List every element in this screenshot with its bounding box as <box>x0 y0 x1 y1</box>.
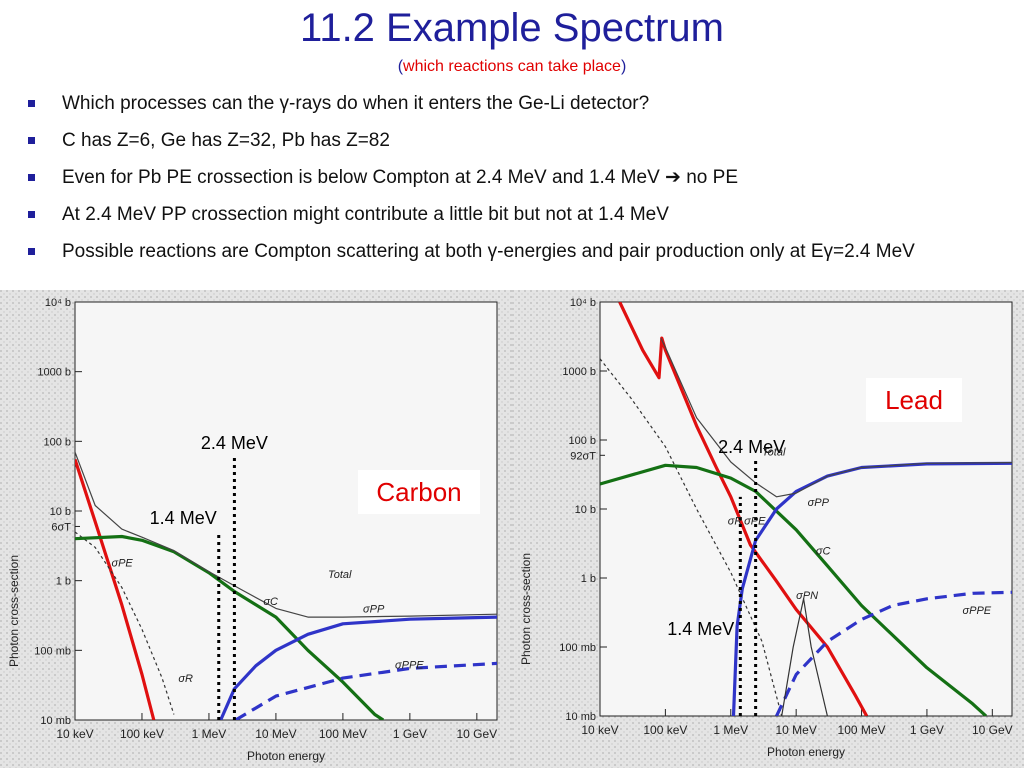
x-tick-label: 10 GeV <box>972 723 1013 737</box>
bullet-text: At 2.4 MeV PP crossection might contribu… <box>62 204 669 225</box>
curve-annotation: σPN <box>796 590 818 602</box>
curve-annotation: σPP <box>363 603 385 615</box>
y-tick-label: 10 mb <box>565 711 596 723</box>
x-axis-label: Photon energy <box>247 749 325 763</box>
bullet-list: Which processes can the γ-rays do when i… <box>28 92 1008 277</box>
energy-marker-label: 1.4 MeV <box>667 619 734 639</box>
slide-title: 11.2 Example Spectrum <box>300 6 724 50</box>
y-tick-label: 100 b <box>568 435 596 447</box>
y-tick-label: 1 b <box>56 576 71 588</box>
x-tick-label: 1 GeV <box>910 723 944 737</box>
bullet-square-icon <box>28 174 35 181</box>
x-tick-label: 100 keV <box>120 727 164 741</box>
x-tick-label: 1 MeV <box>713 723 748 737</box>
bullet-item: C has Z=6, Ge has Z=32, Pb has Z=82 <box>28 129 1008 152</box>
bullet-symbol: γ <box>279 93 290 114</box>
bullet-text: -energies and pair production only at Eγ… <box>497 241 915 262</box>
y-tick-label: 10 b <box>50 506 71 518</box>
element-label: Carbon <box>376 477 461 507</box>
y-tick-label: 100 b <box>43 436 71 448</box>
series-line-sigma-pe <box>75 458 156 720</box>
x-tick-label: 100 MeV <box>319 727 367 741</box>
curve-annotation: σR <box>728 515 743 527</box>
y-tick-label: 100 mb <box>34 645 71 657</box>
element-label-box <box>358 470 480 514</box>
bullet-text: C has Z=6, Ge has Z=32, Pb has Z=82 <box>62 130 390 151</box>
subtitle-open: ( <box>397 58 404 75</box>
curve-annotation: σR <box>178 673 193 685</box>
curve-annotation: σC <box>263 596 278 608</box>
series-line-sigma-ppe <box>234 661 497 720</box>
curve-annotation: σPPE <box>963 605 992 617</box>
x-axis-label: Photon energy <box>767 745 845 759</box>
chart-panel-lead: 10⁴ b 1000 b 100 b 10 b 1 b 100 mb 10 mb 92σT 10… <box>512 290 1024 768</box>
x-tick-label: 100 MeV <box>838 723 886 737</box>
y-tick-label: 10⁴ b <box>570 297 596 309</box>
series-group <box>600 302 1012 716</box>
series-line-sigma-ppe <box>775 590 1012 716</box>
bullet-square-icon <box>28 137 35 144</box>
y-tick-label: 10⁴ b <box>45 297 71 309</box>
series-line-sigma-r <box>75 531 175 715</box>
element-label-box <box>866 378 962 422</box>
bullet-text: Which processes can the <box>62 93 280 114</box>
x-tick-label: 10 keV <box>581 723 618 737</box>
series-line-sigma-pe <box>618 302 869 716</box>
y-tick-label: 100 mb <box>559 642 596 654</box>
y-tick-label: 1000 b <box>562 366 596 378</box>
bullet-item: Possible reactions are Compton scatterin… <box>28 240 1008 263</box>
carbon-cross-section-chart: 10⁴ b 1000 b 100 b 10 b 1 b 100 mb 10 mb 6σT 10 … <box>0 290 512 768</box>
arrow-right-icon: ➔ <box>665 167 681 188</box>
bullet-item: At 2.4 MeV PP crossection might contribu… <box>28 203 1008 226</box>
energy-marker-label: 2.4 MeV <box>201 433 268 453</box>
series-line-sigma-pp <box>219 615 497 720</box>
chart-panel-carbon: 10⁴ b 1000 b 100 b 10 b 1 b 100 mb 10 mb 6σT 10 … <box>0 290 512 768</box>
bullet-square-icon <box>28 211 35 218</box>
subtitle-close: ) <box>620 58 627 75</box>
energy-marker-label: 2.4 MeV <box>718 437 785 457</box>
y-tick-label: 1 b <box>581 573 596 585</box>
curve-annotation: σC <box>816 545 831 557</box>
y-axis-label: Photon cross-section <box>519 553 533 665</box>
x-tick-label: 10 MeV <box>255 727 296 741</box>
curve-annotation: σPE <box>111 557 133 569</box>
y-tick-label: 1000 b <box>37 367 71 379</box>
bullet-square-icon <box>28 100 35 107</box>
x-tick-label: 100 keV <box>643 723 687 737</box>
x-tick-label: 1 MeV <box>192 727 227 741</box>
series-line-total <box>660 337 1012 498</box>
bullet-text: Possible reactions are Compton scatterin… <box>62 241 488 262</box>
x-tick-label: 10 keV <box>56 727 93 741</box>
lead-cross-section-chart: 10⁴ b 1000 b 100 b 10 b 1 b 100 mb 10 mb 92σT 10… <box>512 290 1024 768</box>
energy-marker-label: 1.4 MeV <box>150 508 217 528</box>
curve-annotation: σPE <box>744 515 766 527</box>
bullet-item: Even for Pb PE crossection is below Comp… <box>28 166 1008 189</box>
curve-annotation: σPPE <box>395 659 424 671</box>
curve-annotation: σPP <box>808 497 830 509</box>
bullet-symbol: γ <box>487 241 498 262</box>
x-tick-label: 10 MeV <box>775 723 816 737</box>
bullet-text: Even for Pb PE crossection is below Comp… <box>62 167 666 188</box>
bullet-item: Which processes can the γ-rays do when i… <box>28 92 1008 115</box>
slide-subtitle: (which reactions can take place) <box>0 58 1024 76</box>
bullet-square-icon <box>28 248 35 255</box>
curve-annotation: Total <box>762 446 786 458</box>
bullet-text: -rays do when it enters the Ge-Li detect… <box>289 93 650 114</box>
x-tick-label: 10 GeV <box>456 727 497 741</box>
curve-annotation: Total <box>328 569 352 581</box>
plot-area <box>599 301 1013 717</box>
y-extra-label: 6σT <box>51 521 71 533</box>
series-line-sigma-pn <box>781 598 828 716</box>
y-axis-label: Photon cross-section <box>7 555 21 667</box>
element-label: Lead <box>885 385 943 415</box>
bullet-text: no PE <box>680 167 738 188</box>
y-extra-label: 92σT <box>570 450 596 462</box>
subtitle-highlight: which reactions can take place <box>403 58 621 75</box>
series-line-sigma-c <box>600 463 988 716</box>
y-tick-label: 10 mb <box>40 715 71 727</box>
y-tick-label: 10 b <box>575 504 596 516</box>
x-tick-label: 1 GeV <box>393 727 427 741</box>
series-line-total <box>75 451 497 618</box>
series-line-sigma-r <box>600 358 783 716</box>
